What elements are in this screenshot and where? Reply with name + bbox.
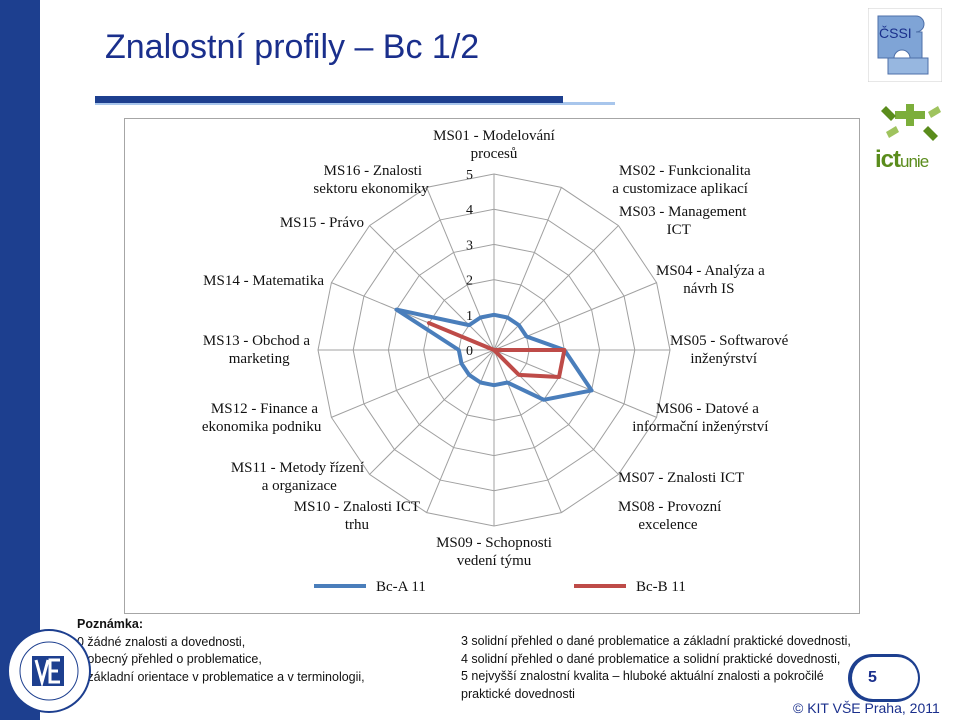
axis-label: MS01 - Modelování procesů [433,128,555,162]
axis-label: MS04 - Analýza a návrh IS [656,263,765,297]
radial-tick-label: 2 [466,274,473,289]
axis-label: MS11 - Metody řízení a organizace [231,460,364,494]
grid-spoke [426,187,495,351]
axis-label: MS07 - Znalosti ICT [618,470,744,486]
grid-spoke [331,349,495,418]
legend-label: Bc-A 11 [376,579,426,595]
radial-tick-label: 3 [466,238,473,253]
note-right: 3 solidní přehled o dané problematice a … [461,633,851,703]
radial-tick-label: 1 [466,309,473,324]
axis-label: MS16 - Znalosti sektoru ekonomiky [313,163,429,197]
grid-spoke [369,349,495,475]
axis-label: MS13 - Obchod a marketing [203,333,310,367]
title-rule-light [95,102,615,105]
axis-label: MS12 - Finance a ekonomika podniku [202,401,322,435]
legend-label: Bc-B 11 [636,579,686,595]
page-number-inner [852,657,918,699]
axis-label: MS02 - Funkcionalita a customizace aplika… [612,163,751,197]
radial-tick-label: 5 [466,168,473,183]
ict-unie-logo-icon [881,104,941,141]
note-line: 3 solidní přehled o dané problematice a … [461,634,851,648]
grid-spoke [426,349,495,513]
cssi-logo-icon [868,8,942,82]
radial-tick-label: 4 [466,203,473,218]
grid-spoke [493,225,619,351]
axis-label: MS08 - Provozní excelence [618,499,721,533]
grid-spoke [493,349,562,513]
note-line: 4 solidní přehled o dané problematice a … [461,651,841,666]
axis-label: MS14 - Matematika [203,273,324,289]
note-line: 2 základní orientace v problematice a v … [77,669,365,684]
chart-frame [124,118,860,614]
axis-label: MS06 - Datové a informační inženýrství [632,401,768,435]
grid-spoke [369,225,495,351]
axis-label: MS03 - Management ICT [619,204,747,238]
axis-label: MS09 - Schopnosti vedení týmu [436,535,552,569]
ict-unie-logo-text: ictunie [875,146,929,173]
axis-label: MS15 - Právo [280,215,364,231]
title-rule [95,96,563,103]
series-line-bc-b [426,321,567,379]
note-line: praktické dovednosti [461,686,575,701]
vse-seal-icon [7,629,91,713]
page-number: 5 [868,669,877,686]
axis-label: MS10 - Znalosti ICT trhu [294,499,420,533]
note-left: Poznámka: 0 žádné znalosti a dovednosti,… [77,616,365,686]
axis-label: MS05 - Softwarové inženýrství [670,333,789,367]
note-line: 0 žádné znalosti a dovednosti, [77,634,246,649]
grid-spoke [493,282,657,351]
radar-chart: 0 1 2 3 4 5 MS01 - Modelování procesů MS02 - Fun… [202,128,789,595]
left-brand-bar [0,0,40,720]
grid-spoke [493,187,562,351]
cssi-logo-text: ČSSI [879,25,912,41]
slide-title: Znalostní profily – Bc 1/2 [105,28,480,66]
note-heading: Poznámka: [77,617,143,631]
grid-spoke [493,349,657,418]
footer-copyright: © KIT VŠE Praha, 2011 [793,700,940,716]
note-line: 5 nejvyšší znalostní kvalita – hluboké a… [461,669,824,683]
note-line: 1 obecný přehled o problematice, [77,652,262,666]
radial-tick-label: 0 [466,344,473,359]
series-line-bc-a [394,307,594,402]
